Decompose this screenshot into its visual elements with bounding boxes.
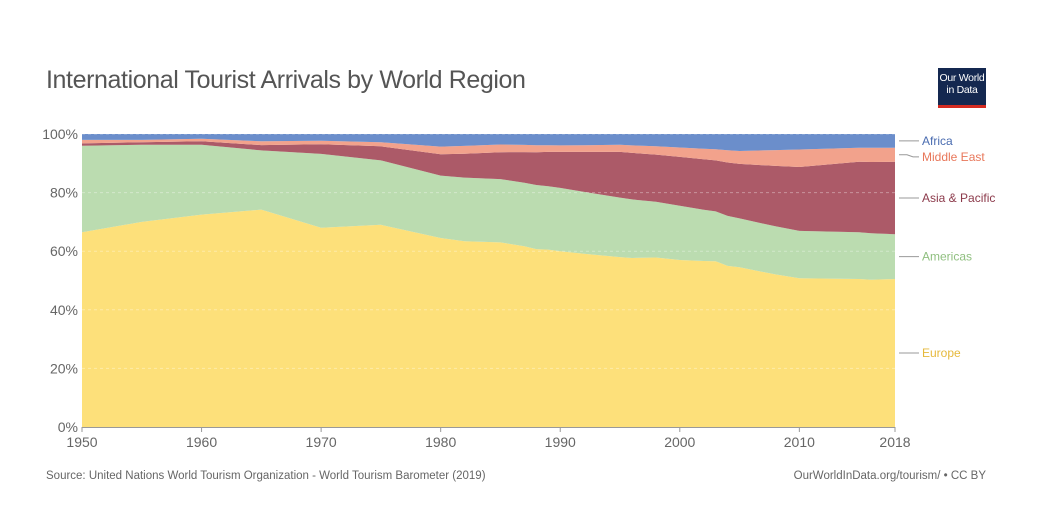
legend-connector (899, 154, 919, 158)
y-tick-label: 60% (50, 243, 78, 259)
chart-title: International Tourist Arrivals by World … (46, 66, 526, 94)
area-middle-east[interactable] (82, 138, 895, 167)
logo-line-1: Our World (939, 72, 985, 84)
area-americas[interactable] (82, 144, 895, 280)
legend-label-africa[interactable]: Africa (922, 134, 953, 148)
legend-label-middle-east[interactable]: Middle East (922, 150, 985, 164)
x-tick-label: 2010 (784, 434, 815, 450)
owid-logo[interactable]: Our World in Data (938, 68, 986, 108)
area-africa[interactable] (82, 134, 895, 151)
legend: Europe Americas Asia & Pacific Middle East A… (899, 134, 995, 360)
x-tick-label: 1980 (425, 434, 456, 450)
legend-label-asia-pacific[interactable]: Asia & Pacific (922, 191, 995, 205)
x-tick-label: 1970 (306, 434, 337, 450)
source-url-link[interactable]: OurWorldInData.org/tourism/ • CC BY (793, 470, 986, 482)
x-axis: 1950 1960 1970 1980 1990 2000 2010 2018 (66, 427, 911, 450)
x-tick-label: 1950 (66, 434, 97, 450)
x-tick-label: 1960 (186, 434, 217, 450)
x-tick-label: 2018 (879, 434, 910, 450)
area-layers (82, 134, 895, 427)
y-axis: 0% 20% 40% 60% 80% 100% (42, 126, 78, 435)
y-tick-label: 20% (50, 360, 78, 376)
x-tick-label: 1990 (545, 434, 576, 450)
x-tick-label: 2000 (664, 434, 695, 450)
y-tick-label: 100% (42, 126, 78, 142)
legend-label-americas[interactable]: Americas (922, 250, 972, 264)
legend-label-europe[interactable]: Europe (922, 346, 961, 360)
source-note: Source: United Nations World Tourism Org… (46, 470, 486, 482)
logo-line-2: in Data (946, 84, 978, 96)
y-tick-label: 40% (50, 302, 78, 318)
y-tick-label: 0% (58, 419, 78, 435)
area-europe[interactable] (82, 209, 895, 427)
area-asia-pacific[interactable] (82, 141, 895, 235)
y-tick-label: 80% (50, 185, 78, 201)
